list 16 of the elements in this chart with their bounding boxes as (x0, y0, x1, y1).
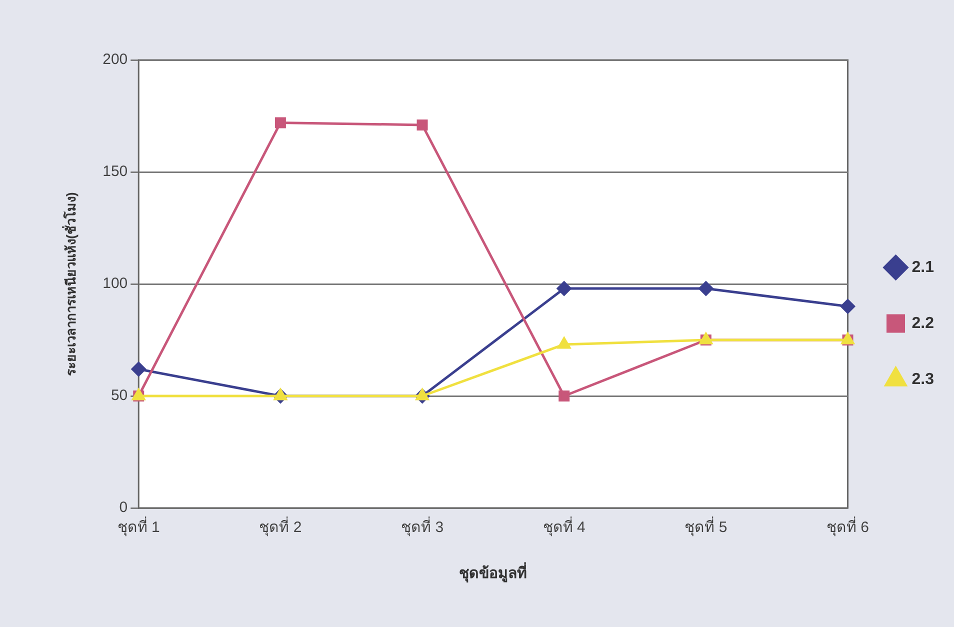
y-tick-label: 100 (102, 275, 128, 292)
x-tick-label: ชุดที่ 3 (401, 516, 444, 538)
y-axis-title: ระยะเวลาการเหนียวแห้ง(ชั่วโมง) (61, 192, 78, 376)
x-tick-label: ชุดที่ 2 (259, 516, 302, 538)
legend-label: 2.3 (912, 370, 934, 388)
x-tick-label: ชุดที่ 5 (684, 516, 728, 538)
legend-label: 2.1 (912, 258, 934, 276)
y-tick-label: 200 (102, 51, 128, 68)
y-tick-label: 0 (119, 499, 128, 516)
y-tick-label: 150 (102, 163, 128, 180)
y-tick-label: 50 (110, 387, 128, 404)
x-tick-label: ชุดที่ 1 (117, 516, 160, 538)
x-tick-label: ชุดที่ 6 (826, 516, 870, 538)
legend-label: 2.2 (912, 314, 934, 332)
x-axis-title: ชุดข้อมูลที่ (459, 562, 528, 584)
x-tick-label: ชุดที่ 4 (542, 516, 586, 538)
